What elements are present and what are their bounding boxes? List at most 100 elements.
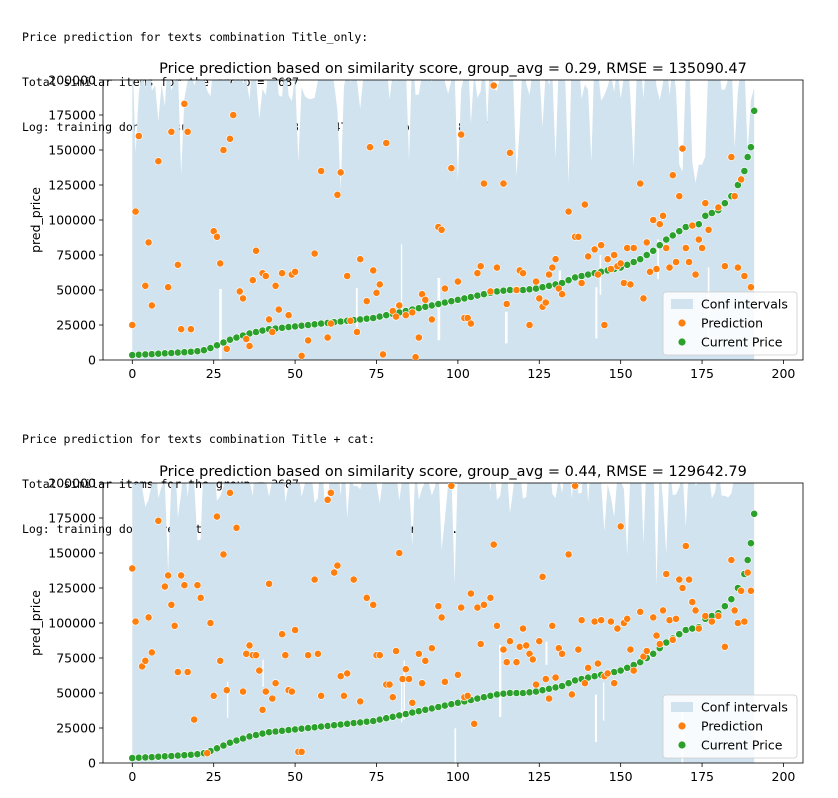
current-price-point [154,752,163,761]
prediction-point [177,571,186,580]
prediction-point [473,269,482,278]
current-price-point [747,539,755,548]
prediction-point [551,255,560,264]
current-price-point [453,295,462,304]
prediction-point [447,483,456,490]
current-price-point [330,721,339,730]
current-price-point [388,712,397,721]
prediction-point [245,342,254,350]
prediction-point [489,81,498,90]
current-price-point [128,351,137,359]
x-tick-label: 50 [287,366,303,381]
prediction-point [131,617,140,626]
prediction-point [405,675,413,683]
current-price-point [213,341,221,350]
x-tick-label: 200 [772,769,796,784]
prediction-point [453,277,462,286]
current-price-point [284,323,293,331]
y-tick-label: 125000 [48,581,96,596]
prediction-point [590,245,599,254]
current-price-point [395,711,404,720]
current-price-point [434,300,443,308]
prediction-point [327,319,335,328]
prediction-point [242,335,251,343]
current-price-point [681,223,690,231]
current-price-point [493,690,501,699]
prediction-point [180,99,189,108]
prediction-point [681,542,690,550]
current-price-point [343,719,352,728]
current-price-point [180,348,189,357]
prediction-point [720,262,729,271]
current-price-point [720,602,729,611]
prediction-point [310,575,319,584]
prediction-point [147,301,156,310]
current-price-point [440,701,449,710]
current-price-point [623,663,632,672]
prediction-point [382,139,391,147]
current-price-point [675,227,684,236]
prediction-point [476,640,485,648]
prediction-point [457,130,466,139]
prediction-point [662,244,671,252]
current-price-point [486,691,495,700]
prediction-point [239,294,247,303]
current-price-point [590,672,599,681]
current-price-point [506,286,514,294]
prediction-point [730,606,739,615]
prediction-point [323,495,332,504]
current-price-point [356,718,365,727]
prediction-point [369,600,378,609]
conf-gap [499,645,502,718]
y-tick-label: 150000 [48,143,96,158]
prediction-point [434,602,443,611]
prediction-point [730,192,739,201]
current-price-point [408,708,417,717]
conf-gap [226,681,229,718]
prediction-point [704,225,713,234]
current-price-point [584,270,593,279]
prediction-point [480,179,488,188]
prediction-point [639,294,648,303]
prediction-point [408,698,417,707]
prediction-point [499,645,508,654]
current-price-point [356,315,365,324]
current-price-point [239,734,247,743]
prediction-point [691,606,700,615]
prediction-point [362,593,371,602]
prediction-point [248,276,257,285]
current-price-point [369,314,378,322]
current-price-point [616,666,625,675]
prediction-point [392,647,400,655]
prediction-point [535,637,544,646]
y-tick-label: 175000 [48,108,96,123]
prediction-point [414,333,423,342]
current-price-point [519,286,527,294]
prediction-point [362,297,371,306]
prediction-point [261,272,270,280]
current-price-point [245,732,254,741]
current-price-point [173,348,182,357]
prediction-point [740,617,749,626]
current-price-point [375,312,384,321]
y-tick-label: 150000 [48,546,96,561]
current-price-point [382,714,391,723]
current-price-point [525,688,534,697]
prediction-point [268,328,277,336]
current-price-point [134,753,143,762]
x-tick-label: 25 [206,366,222,381]
current-price-point [610,668,619,676]
prediction-point [437,225,446,234]
prediction-point [226,134,234,143]
current-price-point [362,717,371,726]
legend-label: Conf intervals [701,297,788,312]
prediction-point [353,328,361,336]
prediction-point [144,238,153,247]
prediction-point [427,315,436,324]
current-price-point [226,335,234,344]
prediction-point [343,669,352,678]
prediction-point [173,668,182,676]
prediction-point [255,666,264,675]
prediction-point [603,255,612,264]
prediction-point [701,612,710,620]
